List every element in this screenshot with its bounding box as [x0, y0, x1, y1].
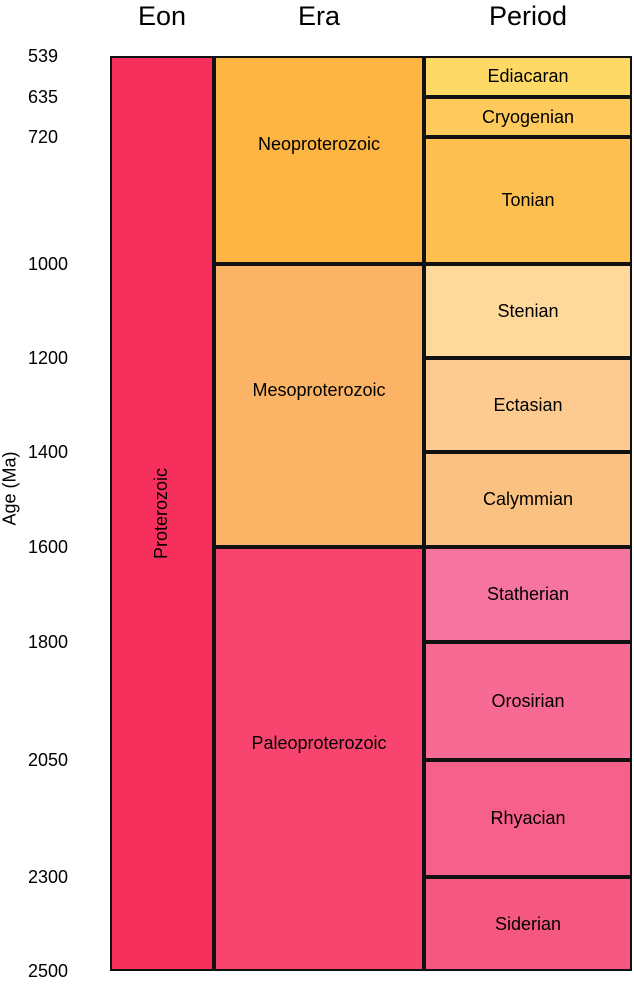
period-box: Siderian [424, 877, 632, 971]
era-box: Neoproterozoic [214, 56, 424, 264]
age-tick: 720 [28, 127, 59, 147]
period-box-label: Stenian [497, 300, 559, 321]
period-box: Ediacaran [424, 56, 632, 97]
eon-header: Eon [137, 1, 187, 31]
period-header: Period [488, 1, 568, 31]
era-box: Mesoproterozoic [214, 264, 424, 547]
age-tick: 1200 [28, 348, 69, 368]
period-box-label: Cryogenian [481, 106, 575, 127]
age-tick: 2300 [28, 867, 69, 887]
age-tick: 539 [28, 46, 59, 66]
period-box-label: Rhyacian [490, 808, 566, 828]
age-tick: 2050 [28, 750, 69, 770]
period-box-label: Ediacaran [487, 66, 569, 86]
age-tick: 635 [28, 87, 59, 107]
period-box-label: Statherian [486, 584, 570, 604]
period-box: Tonian [424, 137, 632, 264]
era-header: Era [297, 1, 341, 31]
era-box-label: Neoproterozoic [257, 134, 381, 154]
age-tick: 1600 [28, 537, 69, 557]
period-box: Cryogenian [424, 97, 632, 137]
eon-box: Proterozoic [110, 56, 214, 971]
age-tick: 1800 [28, 632, 69, 652]
period-box-label: Calymmian [482, 489, 574, 509]
period-box-label: Orosirian [491, 690, 565, 711]
era-box-label: Paleoproterozoic [251, 733, 387, 753]
period-box: Calymmian [424, 452, 632, 547]
era-box-label: Mesoproterozoic [252, 380, 386, 400]
age-tick: 1000 [28, 254, 69, 274]
eon-box-label: Proterozoic [151, 467, 172, 560]
period-box-label: Tonian [501, 190, 555, 210]
period-box-label: Siderian [494, 913, 562, 934]
period-box: Orosirian [424, 642, 632, 760]
period-box: Statherian [424, 547, 632, 642]
era-box: Paleoproterozoic [214, 547, 424, 971]
age-tick: 1400 [28, 442, 69, 462]
period-box: Stenian [424, 264, 632, 358]
period-box: Ectasian [424, 358, 632, 452]
age-tick: 2500 [28, 961, 69, 981]
y-axis-label: Age (Ma) [0, 451, 20, 526]
period-box-label: Ectasian [493, 394, 563, 415]
period-box: Rhyacian [424, 760, 632, 877]
